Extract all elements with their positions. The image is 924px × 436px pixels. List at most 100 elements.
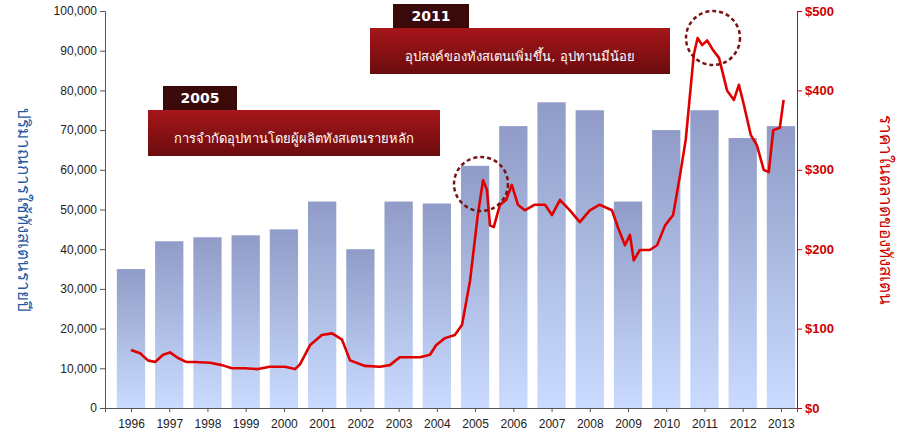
y2-axis-title: ราคาในตลาดของทังสเตน [876,115,896,305]
tick-mark [100,130,105,131]
axis-line [106,409,798,413]
tick-label: 1999 [233,417,260,431]
tick-mark [322,408,323,412]
tick-mark [552,408,553,412]
tick-label: 20,000 [60,322,97,336]
tick-label: 1998 [195,417,222,431]
tick: 100,000 [54,4,105,18]
bar [461,166,489,408]
highlight-circle [454,157,508,211]
tick-label: 2003 [386,417,413,431]
annotation-tab [163,86,237,110]
tick-mark [704,408,705,412]
tick: 2011 [692,408,718,431]
bar [346,249,374,408]
bar [690,110,718,408]
highlight-circle [686,11,740,65]
tick-label: 1996 [118,417,145,431]
tick-label: 50,000 [60,203,97,217]
tick-label: 10,000 [60,362,97,376]
bar [614,202,642,408]
y-axis-title: ปริมาณการใช้ทังสเตนรายปี [14,108,34,312]
tick: 2009 [615,408,642,431]
annotation-label: 2011 [412,8,451,24]
bars [117,102,795,408]
tick: 70,000 [60,123,105,137]
tick: 2013 [768,408,795,431]
tick-mark [100,51,105,52]
annotation-box [370,28,670,74]
bar [537,102,565,408]
tick: 20,000 [60,322,105,336]
tick-mark [781,408,782,412]
tick: $400 [797,83,834,98]
bar [270,229,298,408]
tick: $100 [797,321,834,336]
tick-mark [246,408,247,412]
tick-mark [207,408,208,412]
tick-mark [513,408,514,412]
tick-mark [437,408,438,412]
annotation-label: 2005 [181,90,220,106]
tick-label: $100 [805,321,834,336]
bar [308,202,336,408]
bar [155,241,183,408]
tick: 50,000 [60,203,105,217]
tick-label: 80,000 [60,84,97,98]
x-axis: 1996199719981999200020012002200320042005… [106,408,798,431]
tick-label: 2013 [768,417,795,431]
tick-mark [360,408,361,412]
tick: $200 [797,242,834,257]
tick-mark [666,408,667,412]
tick-label: 30,000 [60,282,97,296]
tick-label: 2008 [577,417,604,431]
bar [576,110,604,408]
tick-label: $200 [805,242,834,257]
tick-mark [100,329,105,330]
tick-label: 60,000 [60,163,97,177]
tick-label: 2009 [615,417,642,431]
annotation-text: อุปสงค์ของทังสเตนเพิ่มขึ้น, อุปทานมีน้อย [405,47,634,65]
tick-label: 70,000 [60,123,97,137]
tick-label: 2002 [348,417,375,431]
tick-mark [743,408,744,412]
tick-label: 2007 [539,417,566,431]
tick-mark [797,11,802,12]
tick: $300 [797,162,834,177]
bar [193,237,221,408]
tick: 10,000 [60,362,105,376]
tick: 40,000 [60,243,105,257]
tick-mark [797,170,802,171]
tick: 0 [90,401,105,415]
bar [423,204,451,408]
bar [652,130,680,408]
bar [729,138,757,408]
tick: 2004 [424,408,451,431]
tick-label: 2010 [653,417,680,431]
tick: 2006 [500,408,527,431]
tick-label: 1997 [156,417,183,431]
tick: 2003 [386,408,413,431]
annotation-text: การจำกัดอุปทานโดยผู้ผลิตทังสเตนรายหลัก [174,131,414,147]
tick: 90,000 [60,44,105,58]
price-line [131,38,784,369]
annotation-tab [393,4,469,28]
tick-label: 2005 [462,417,489,431]
tick-mark [100,289,105,290]
tick-mark [100,249,105,250]
tick-label: 2006 [500,417,527,431]
annotation-box [148,110,440,156]
tick: 2007 [539,408,566,431]
tick: 1998 [195,408,222,431]
tick: $0 [797,401,819,416]
tick-mark [100,210,105,211]
annotation: 2005 การจำกัดอุปทานโดยผู้ผลิตทังสเตนรายหล… [148,86,440,156]
tick-mark [797,249,802,250]
tick-label: 90,000 [60,44,97,58]
tick: 30,000 [60,282,105,296]
tick-mark [628,408,629,412]
tick-mark [475,408,476,412]
bar [117,269,145,408]
tick-mark [284,408,285,412]
tick: 2012 [730,408,757,431]
